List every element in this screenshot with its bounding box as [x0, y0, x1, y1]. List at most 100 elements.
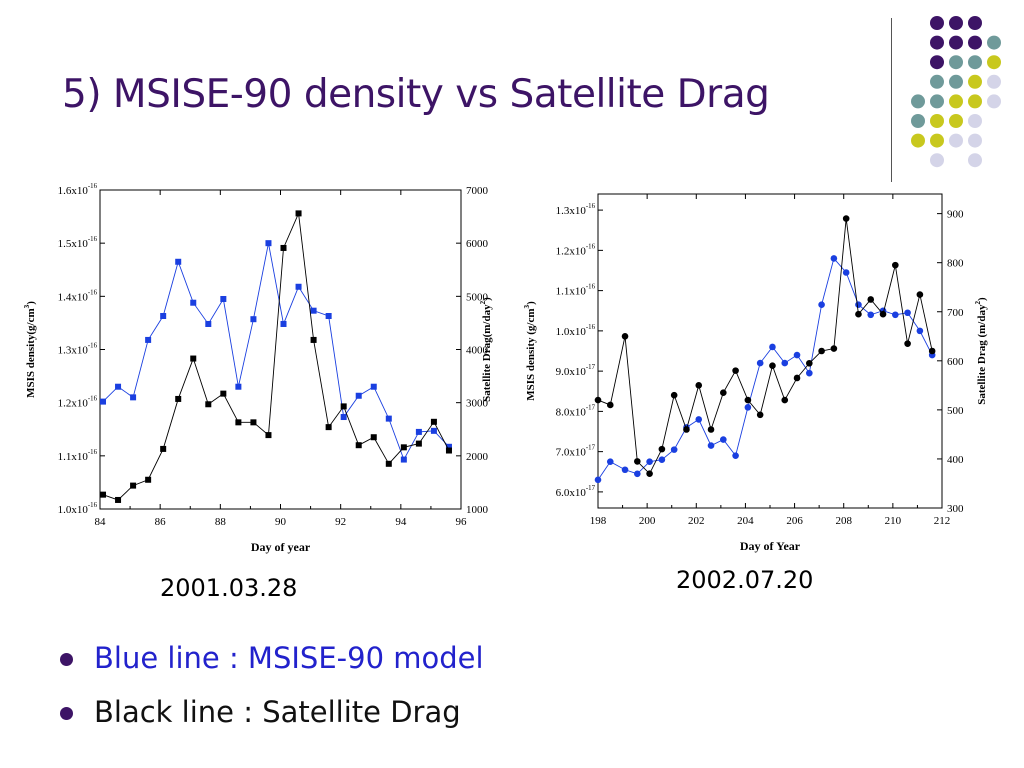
series-1-point	[634, 458, 641, 465]
series-0-point	[175, 258, 182, 265]
slide-title: 5) MSISE-90 density vs Satellite Drag	[62, 72, 770, 117]
series-1-point	[670, 391, 678, 399]
series-0-line	[102, 243, 450, 461]
series-1-point	[160, 445, 167, 452]
series-1-point	[115, 496, 122, 503]
y-tick-label: 1.1x10-16	[556, 284, 596, 298]
series-1-point	[250, 419, 257, 426]
series-0-point	[220, 295, 227, 302]
series-1-point	[130, 482, 137, 489]
series-1-point	[621, 332, 629, 340]
series-1-point	[695, 382, 703, 389]
series-1-point	[606, 401, 614, 409]
series-0-point	[370, 383, 377, 390]
series-0-point	[756, 359, 764, 367]
series-1-point	[205, 401, 212, 408]
series-1-point	[806, 359, 813, 367]
bullet-text-black: Black line : Satellite Drag	[94, 695, 461, 729]
y-tick-label: 1.5x10-16	[58, 236, 98, 250]
series-0-point	[842, 269, 850, 276]
decor-dot	[968, 153, 982, 168]
series-1-point	[400, 444, 407, 451]
decor-dot	[930, 133, 944, 148]
decor-dot	[930, 114, 944, 128]
x-tick-label: 96	[456, 516, 468, 528]
series-1-point	[190, 355, 197, 362]
decor-dot	[987, 94, 1001, 109]
y-tick-label: 1.0x10-16	[556, 324, 596, 338]
series-0-point	[235, 383, 242, 390]
series-0-point	[130, 394, 137, 401]
y2-tick-label: 400	[947, 454, 964, 466]
series-0-point	[280, 320, 287, 327]
x-tick-label: 204	[737, 515, 754, 527]
series-1-point	[175, 395, 182, 402]
series-1-point	[385, 460, 392, 467]
series-1-line	[597, 218, 933, 475]
series-0-point	[916, 327, 924, 335]
decor-dot	[987, 74, 1001, 89]
series-1-point	[265, 432, 272, 439]
series-1-point	[415, 440, 422, 447]
series-0-point	[606, 458, 614, 466]
series-0-point	[781, 359, 789, 367]
series-0-point	[385, 415, 392, 422]
decor-dot	[949, 114, 963, 128]
x-tick-label: 206	[786, 515, 803, 527]
series-1-point	[720, 389, 727, 397]
y2-tick-label: 2000	[466, 451, 489, 463]
y2-tick-label: 7000	[466, 185, 489, 197]
decor-dot	[949, 94, 963, 109]
x-tick-label: 200	[639, 515, 656, 527]
series-0-point	[695, 416, 703, 423]
series-0-point	[646, 458, 653, 466]
x-tick-label: 86	[155, 516, 167, 528]
decor-dot	[968, 74, 982, 89]
series-1-point	[220, 390, 227, 397]
chart-2001-03-28: 84 86 88 90 92 94 96 1.0x10-16 1.1x10-16 1.2x10-1…	[23, 183, 493, 554]
series-0-point	[445, 443, 452, 450]
series-0-point	[634, 470, 641, 478]
bullet-text-blue: Blue line : MSISE-90 model	[94, 641, 484, 675]
x-tick-label: 210	[885, 515, 902, 527]
y-tick-label: 1.6x10-16	[58, 183, 98, 197]
y2-axis-label: Satellite Drag(m/day2)	[479, 297, 493, 402]
series-1-point	[818, 347, 825, 355]
series-1-point	[646, 470, 653, 477]
series-1-point	[867, 296, 875, 303]
series-1-point	[430, 418, 437, 425]
series-0-point	[205, 320, 212, 327]
series-0-point	[904, 309, 911, 317]
series-0-point	[892, 311, 899, 319]
y2-tick-label: 6000	[466, 238, 489, 250]
series-0-point	[732, 452, 739, 459]
series-1-point	[769, 362, 776, 370]
series-0-point	[340, 414, 347, 421]
y2-tick-label: 1000	[466, 504, 489, 516]
series-0-point	[744, 404, 752, 411]
series-1-point	[594, 396, 602, 404]
decor-dot	[949, 74, 963, 89]
decor-dot	[968, 133, 982, 148]
y2-tick-label: 700	[947, 307, 964, 319]
y2-tick-label: 500	[947, 405, 964, 417]
series-1-point	[683, 426, 690, 433]
decor-dot	[987, 35, 1001, 50]
y-tick-label: 1.1x10-16	[58, 449, 98, 463]
series-0-point	[160, 313, 167, 320]
bullet-dot-icon	[60, 707, 73, 720]
y2-tick-label: 4000	[466, 345, 489, 357]
series-0-point	[867, 311, 875, 319]
x-axis-label: Day of Year	[740, 539, 801, 553]
series-1-point	[756, 411, 764, 419]
series-1-point	[280, 244, 287, 251]
decor-dot	[911, 114, 925, 128]
bullet-dot-icon	[60, 653, 73, 666]
series-0-point	[310, 307, 317, 314]
series-0-point	[855, 301, 862, 309]
series-1-point	[658, 445, 666, 453]
series-1-point	[707, 426, 715, 433]
y-axis-label: MSIS density (g/cm3)	[523, 301, 537, 401]
bullet-blue-line: Blue line : MSISE-90 model	[60, 638, 484, 692]
decorative-dot-grid	[911, 16, 1001, 168]
